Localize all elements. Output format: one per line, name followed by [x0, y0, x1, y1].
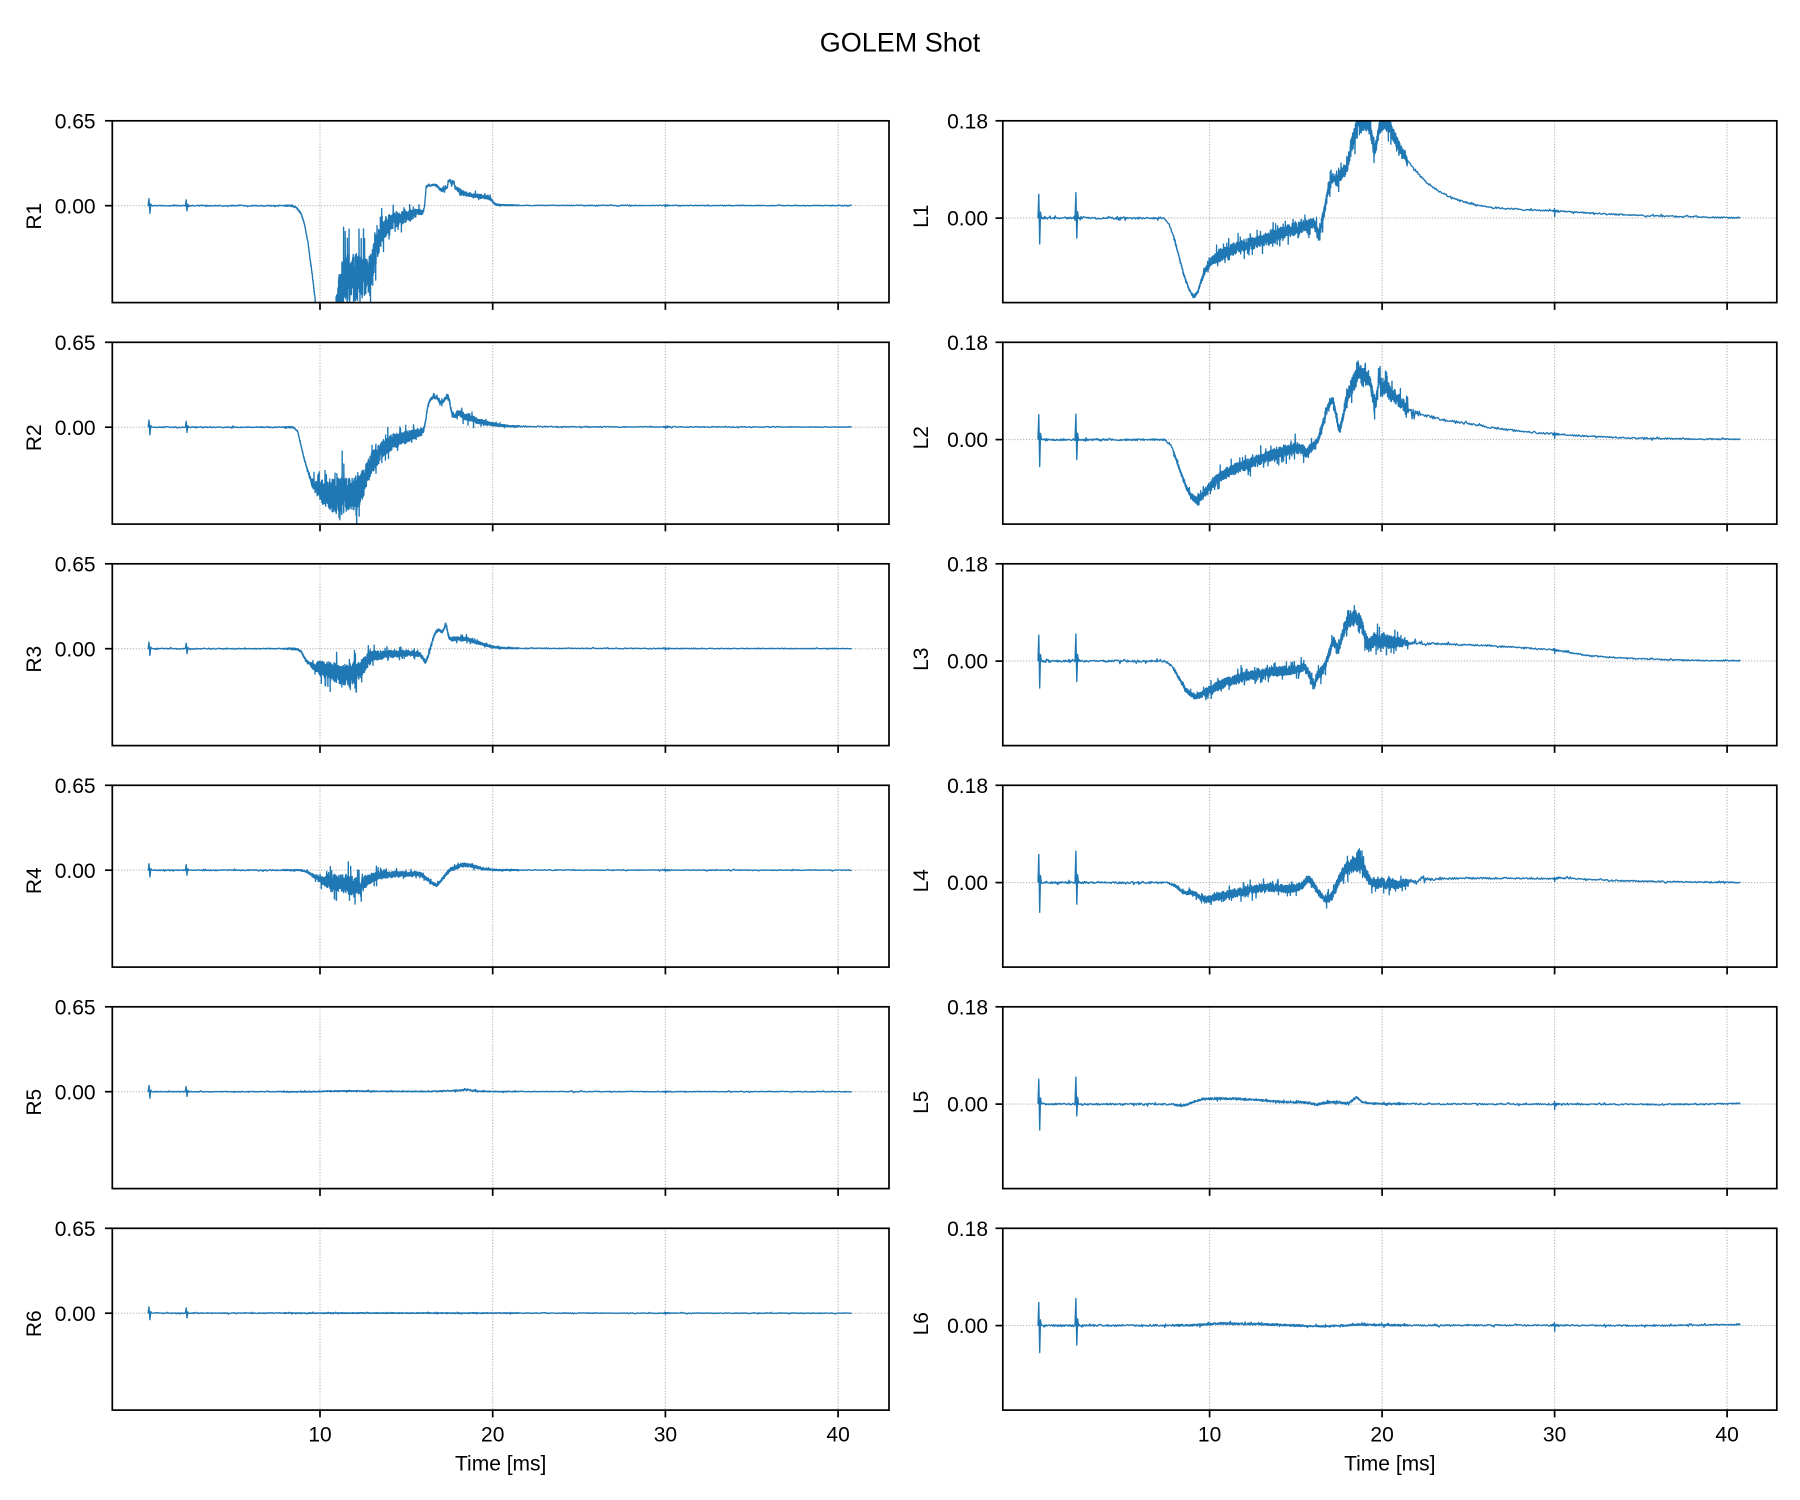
svg-text:Time [ms]: Time [ms] [1344, 1453, 1435, 1476]
svg-text:0.65: 0.65 [55, 553, 96, 576]
svg-text:0.00: 0.00 [55, 860, 96, 883]
svg-text:R5: R5 [23, 1089, 46, 1116]
svg-text:20: 20 [1370, 1424, 1393, 1447]
svg-text:0.65: 0.65 [55, 996, 96, 1019]
svg-text:GOLEM Shot: GOLEM Shot [820, 28, 981, 58]
svg-text:L2: L2 [910, 426, 933, 449]
svg-text:Time [ms]: Time [ms] [455, 1453, 546, 1476]
svg-text:0.00: 0.00 [947, 429, 988, 452]
svg-text:R1: R1 [23, 203, 46, 230]
svg-text:L6: L6 [910, 1312, 933, 1335]
svg-text:0.18: 0.18 [947, 1218, 988, 1241]
svg-text:0.18: 0.18 [947, 553, 988, 576]
svg-text:0.18: 0.18 [947, 110, 988, 133]
svg-text:L5: L5 [910, 1091, 933, 1114]
svg-text:0.65: 0.65 [55, 110, 96, 133]
svg-text:0.18: 0.18 [947, 332, 988, 355]
svg-text:20: 20 [481, 1424, 504, 1447]
svg-text:30: 30 [654, 1424, 677, 1447]
svg-text:0.00: 0.00 [55, 1303, 96, 1326]
svg-text:0.18: 0.18 [947, 996, 988, 1019]
svg-text:0.00: 0.00 [947, 651, 988, 674]
svg-text:0.65: 0.65 [55, 332, 96, 355]
svg-text:L3: L3 [910, 648, 933, 671]
svg-text:0.00: 0.00 [947, 208, 988, 231]
svg-text:0.00: 0.00 [947, 1315, 988, 1338]
svg-text:0.65: 0.65 [55, 775, 96, 798]
svg-text:10: 10 [308, 1424, 331, 1447]
svg-text:L4: L4 [910, 869, 933, 893]
svg-text:R3: R3 [23, 646, 46, 673]
svg-text:0.65: 0.65 [55, 1218, 96, 1241]
svg-text:10: 10 [1198, 1424, 1221, 1447]
svg-text:R4: R4 [23, 867, 46, 894]
svg-text:0.00: 0.00 [947, 872, 988, 895]
svg-text:0.18: 0.18 [947, 775, 988, 798]
svg-text:30: 30 [1543, 1424, 1566, 1447]
svg-text:0.00: 0.00 [55, 638, 96, 661]
svg-text:0.00: 0.00 [55, 417, 96, 440]
svg-text:R6: R6 [23, 1310, 46, 1337]
svg-text:40: 40 [826, 1424, 849, 1447]
svg-text:40: 40 [1715, 1424, 1738, 1447]
svg-text:0.00: 0.00 [55, 1081, 96, 1104]
svg-text:R2: R2 [23, 424, 46, 451]
svg-text:L1: L1 [910, 205, 933, 228]
svg-text:0.00: 0.00 [947, 1094, 988, 1117]
svg-text:0.00: 0.00 [55, 195, 96, 218]
